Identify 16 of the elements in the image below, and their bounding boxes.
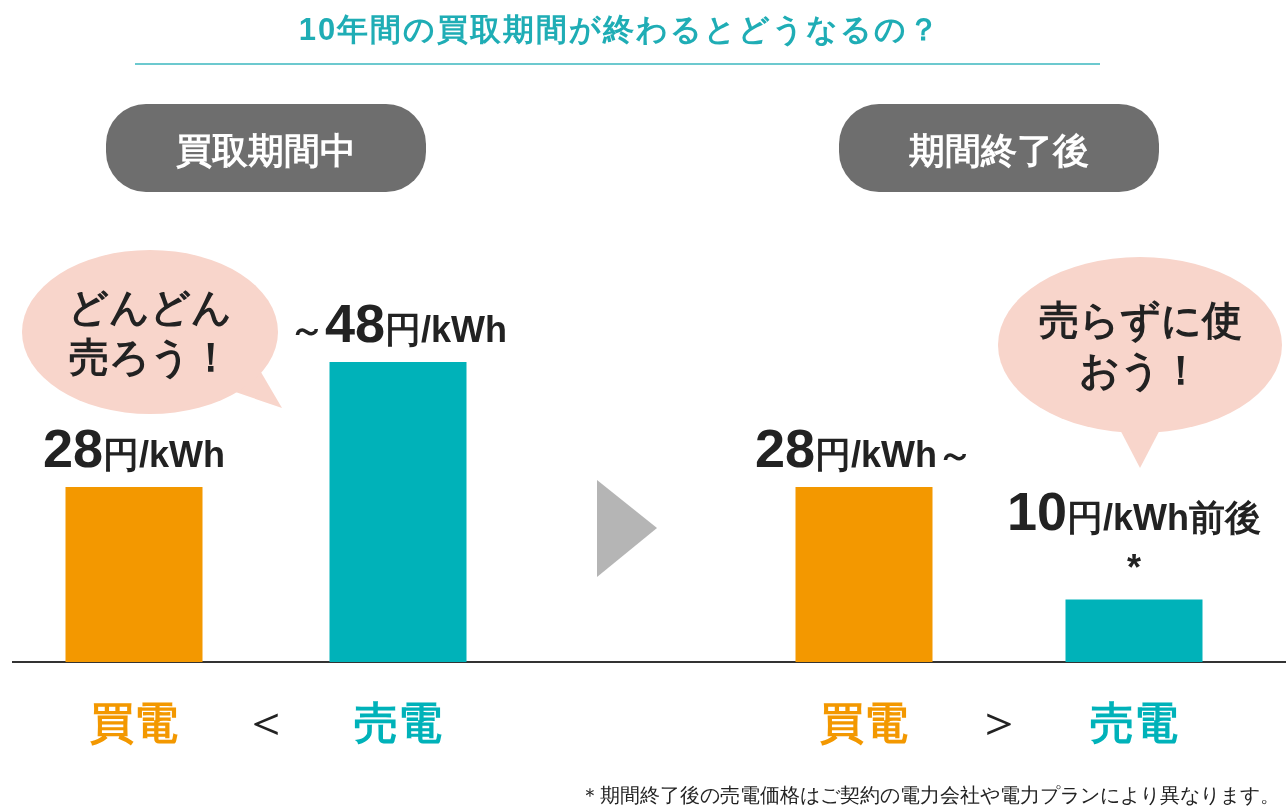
- chart-subtitle: 期間終了後: [909, 130, 1089, 171]
- text: ＊期間終了後の売電価格はご契約の電力会社や電力プランにより異なります。: [580, 784, 1280, 806]
- chart-subtitle: 買取期間中: [176, 130, 356, 171]
- data-label: 28円/kWh～: [754, 418, 974, 478]
- data-label: 28円/kWh: [42, 418, 226, 478]
- text: 10年間の買取期間が終わるとどうなるの？: [298, 12, 942, 47]
- text: ＜: [242, 695, 290, 748]
- data-label: 10円/kWh前後*: [1006, 480, 1262, 588]
- x-tick-label: 売電: [354, 698, 442, 747]
- annotation: どんどん売ろう！: [68, 285, 232, 380]
- x-tick-label: 買電: [90, 698, 178, 747]
- x-tick-label: 売電: [1090, 698, 1178, 747]
- text: ＞: [975, 695, 1023, 748]
- text: 売らずに使おう！: [1038, 298, 1242, 393]
- data-label: ～48円/kWh: [288, 293, 508, 353]
- x-tick-label: 買電: [820, 698, 908, 747]
